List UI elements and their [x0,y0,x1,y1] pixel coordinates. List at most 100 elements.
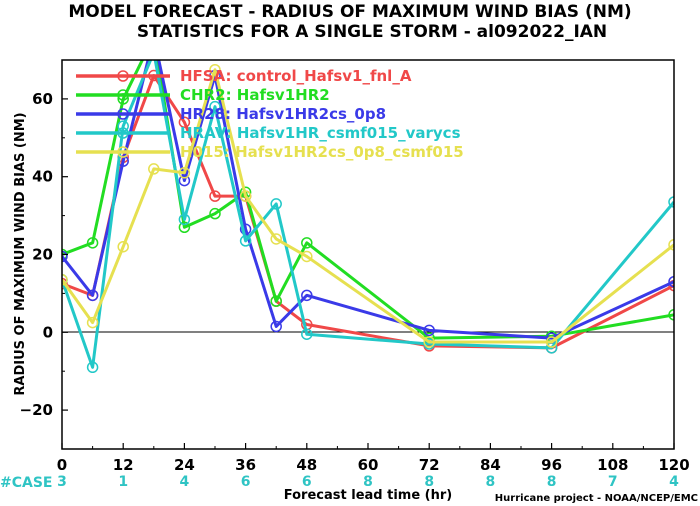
data-point-hrav [209,100,221,113]
x-axis: 0 12 24 36 48 60 72 84 96 108 120 [57,443,690,474]
legend-series-desc: Hafsv1HR2 [237,86,330,104]
data-point-h015 [239,190,252,202]
data-point-chr2 [270,295,282,307]
data-point-hfsa [209,190,221,202]
chart-title: MODEL FORECAST - RADIUS OF MAXIMUM WIND … [68,2,631,22]
x-tick-label: 120 [658,456,689,474]
data-point-chr2 [86,237,99,249]
legend-marker [117,70,129,82]
data-point-hrav [301,328,313,340]
data-point-hrav [86,361,99,374]
data-point-hr28 [301,289,313,302]
credit-text: Hurricane project - NOAA/NCEP/EMC [495,493,698,504]
data-point-h015 [178,167,191,179]
data-point-hrav [117,120,129,132]
legend-series-name: H015 [180,143,224,161]
case-count: 4 [669,474,679,490]
case-count: 4 [180,474,190,490]
case-count: 6 [241,474,251,490]
series-line-chr2 [62,60,674,340]
data-point-h015 [423,336,435,348]
y-tick-label: 40 [32,168,53,186]
legend-series-desc: Hafsv1HR2cs_0p8 [236,105,386,123]
legend-label: HFSA: control_Hafsv1_fnl_A [180,67,412,85]
case-count: 8 [424,474,434,490]
legend-marker [117,108,129,120]
x-tick-label: 60 [358,456,379,474]
data-point-h015 [545,336,558,348]
case-count: 1 [118,474,128,490]
legend-label: HR28: Hafsv1HR2cs_0p8 [180,105,386,123]
legend-colon: : [226,124,237,142]
case-count: 8 [547,474,557,490]
series-line-h015 [62,68,674,344]
data-point-hr28 [178,174,191,187]
x-tick-label: 108 [597,456,628,474]
data-point-h015 [209,63,221,76]
data-point-hrav [239,235,252,247]
y-tick-label: 60 [32,90,53,108]
case-count: 3 [57,474,67,490]
data-point-hr28 [62,250,68,263]
chart-subtitle: STATISTICS FOR A SINGLE STORM - al092022… [137,22,607,42]
legend-series-name: HFSA [180,67,226,85]
case-count: 6 [302,474,312,490]
data-point-hrav [178,213,191,226]
x-tick-label: 72 [419,456,440,474]
y-tick-label: −20 [20,401,53,419]
data-point-chr2 [301,237,313,249]
x-tick-label: 48 [296,456,317,474]
data-point-h015 [62,274,68,286]
x-tick-label: 36 [235,456,256,474]
data-point-hrav [668,196,674,208]
series-layer [62,47,674,374]
legend-label: H015: Hafsv1HR2cs_0p8_csmf015 [180,143,464,161]
series-line-hrav [62,60,674,369]
data-point-h015 [117,240,129,253]
legend-series-desc: Hafsv1HR2cs_0p8_csmf015 [235,143,464,161]
data-point-chr2 [178,221,191,234]
x-tick-label: 84 [480,456,501,474]
series-line-hr28 [62,60,674,340]
data-point-hr28 [423,324,435,337]
x-tick-label: 24 [174,456,195,474]
data-point-h015 [86,316,99,329]
data-point-hfsa [178,116,191,128]
legend-marker [117,146,129,158]
data-point-hrav [270,198,282,210]
y-tick-label: 20 [32,246,53,264]
data-point-h015 [301,250,313,263]
legend-colon: : [226,67,237,85]
legend-colon: : [224,143,235,161]
y-axis: −20 0 20 40 60 [20,59,68,450]
x-axis-label: Forecast lead time (hr) [284,488,452,503]
legend-marker [117,89,129,101]
data-point-chr2 [209,207,221,220]
x-tick-label: 0 [57,456,67,474]
legend-colon: : [226,86,237,104]
data-point-hfsa [62,277,68,290]
legend-colon: : [225,105,236,123]
y-tick-label: 0 [43,323,53,341]
data-point-h015 [668,239,674,251]
data-point-chr2 [668,309,674,321]
case-count: 8 [486,474,496,490]
legend-series-desc: Hafsv1HR_csmf015_varycs [237,124,461,142]
legend-series-name: HRAV [180,124,227,142]
legend-series-desc: control_Hafsv1_fnl_A [237,67,412,85]
x-tick-label: 96 [541,456,562,474]
data-point-h015 [270,233,282,245]
data-point-hr28 [86,289,99,302]
legend-series-name: HR28 [180,105,225,123]
legend-label: HRAV: Hafsv1HR_csmf015_varycs [180,124,461,142]
data-point-hrav [149,47,159,57]
case-counts: 3 1 4 6 6 8 8 8 8 7 4 [57,474,679,490]
case-count: 7 [608,474,618,490]
x-tick-label: 12 [113,456,134,474]
legend-series-name: CHR2 [180,86,226,104]
legend-label: CHR2: Hafsv1HR2 [180,86,330,104]
data-point-hr28 [270,320,282,333]
case-label: #CASE [0,475,53,491]
